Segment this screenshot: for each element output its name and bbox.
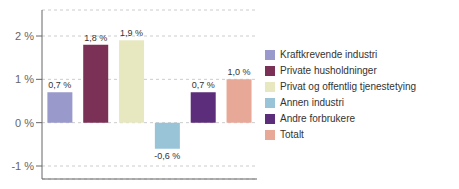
html-text:Private husholdninger: Private husholdninger: [280, 65, 377, 76]
svg-text:2 %: 2 %: [15, 30, 34, 42]
html-text:Kraftkrevende industri: Kraftkrevende industri: [280, 49, 378, 60]
html-text:Annen industri: Annen industri: [280, 97, 344, 108]
svg-text:-1 %: -1 %: [11, 160, 34, 172]
html-text:Totalt: Totalt: [280, 129, 304, 140]
svg-text:1 %: 1 %: [15, 73, 34, 85]
svg-text:-0,6 %: -0,6 %: [154, 151, 180, 161]
svg-text:1,0 %: 1,0 %: [228, 67, 251, 77]
svg-text:1,9 %: 1,9 %: [120, 28, 143, 38]
html-text:Privat og offentlig tjenestety: Privat og offentlig tjenestetying: [280, 81, 416, 92]
svg-text:0,7 %: 0,7 %: [192, 80, 215, 90]
html-text:Andre forbrukere: Andre forbrukere: [280, 113, 355, 124]
svg-text:1,8 %: 1,8 %: [84, 33, 107, 43]
svg-text:0 %: 0 %: [15, 117, 34, 129]
svg-text:0,7 %: 0,7 %: [48, 80, 71, 90]
